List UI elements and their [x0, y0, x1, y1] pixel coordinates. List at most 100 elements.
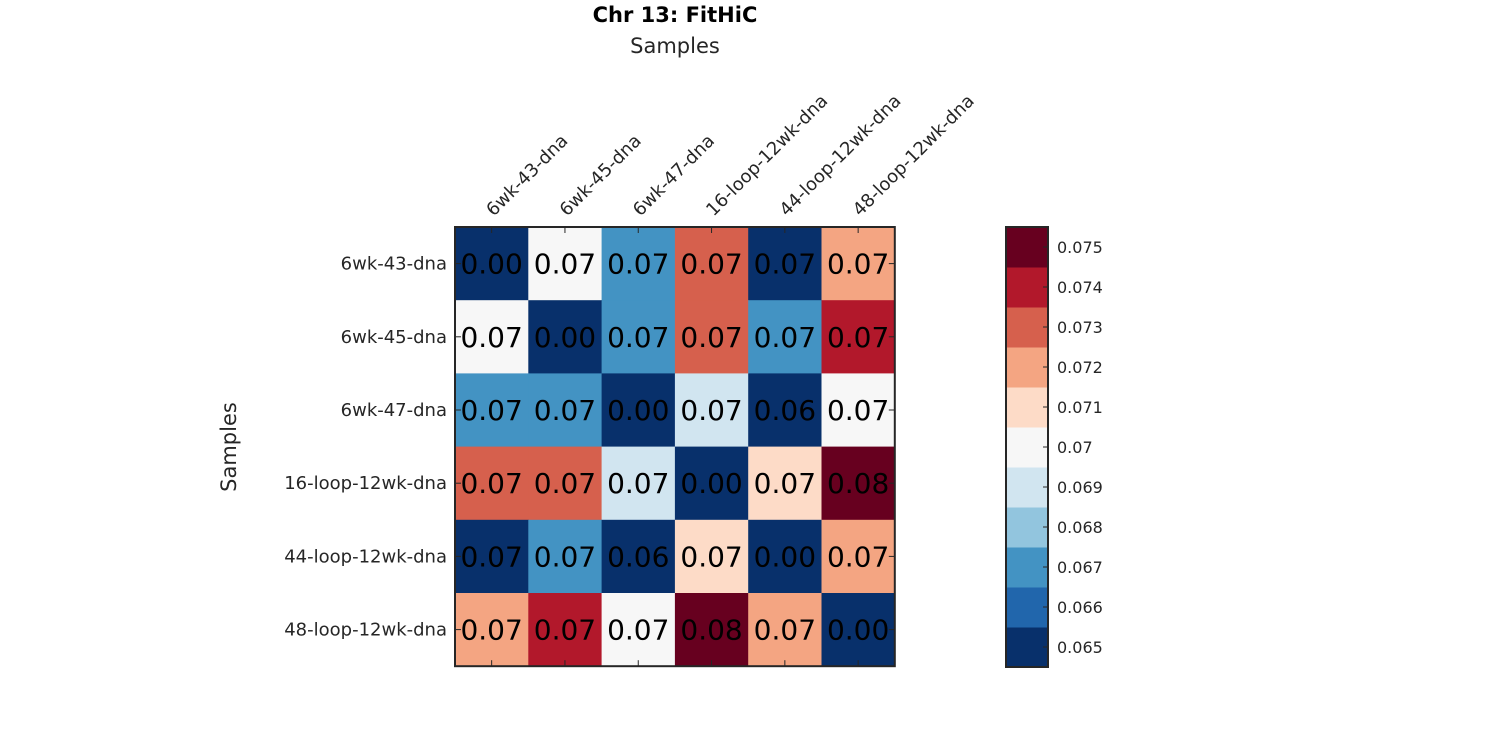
colorbar-tick-label: 0.071	[1057, 398, 1103, 417]
heatmap-cell	[674, 300, 749, 374]
heatmap-cell	[748, 446, 823, 521]
heatmap-cell	[601, 373, 676, 448]
cell-value-label: 0.06	[607, 540, 669, 573]
heatmap-cell	[748, 227, 823, 301]
colorbar-tick-label: 0.072	[1057, 358, 1103, 377]
heatmap-cell	[821, 300, 896, 374]
colorbar-tick-label: 0.075	[1057, 238, 1103, 257]
heatmap-cell	[821, 446, 896, 521]
cell-value-label: 0.07	[460, 614, 522, 647]
y-tick-label: 6wk-47-dna	[341, 400, 447, 421]
heatmap-cell	[455, 446, 529, 521]
colorbar-tick-label: 0.067	[1057, 558, 1103, 577]
colorbar-tick-label: 0.073	[1057, 318, 1103, 337]
cell-value-label: 0.07	[607, 248, 669, 281]
y-tick-label: 6wk-43-dna	[341, 254, 447, 275]
heatmap-cell	[821, 227, 896, 301]
colorbar-segment	[1006, 467, 1048, 508]
cell-value-label: 0.06	[754, 394, 816, 427]
cell-value-label: 0.07	[680, 321, 742, 354]
x-tick-label: 48-loop-12wk-dna	[849, 91, 979, 221]
heatmap-cell	[748, 373, 823, 448]
colorbar-tick-label: 0.069	[1057, 478, 1103, 497]
heatmap-cell	[528, 446, 603, 521]
heatmap-cell	[455, 227, 529, 301]
cell-value-label: 0.08	[680, 614, 742, 647]
colorbar-tick-label: 0.068	[1057, 518, 1103, 537]
y-tick-label: 16-loop-12wk-dna	[284, 473, 447, 494]
heatmap-cell	[455, 593, 529, 667]
y-tick-label: 44-loop-12wk-dna	[284, 546, 447, 567]
cell-value-label: 0.00	[460, 248, 522, 281]
heatmap-cell	[601, 300, 676, 374]
plot-frame	[454, 226, 896, 668]
cell-value-label: 0.07	[460, 540, 522, 573]
cell-value-label: 0.07	[607, 321, 669, 354]
heatmap-cell	[821, 373, 896, 448]
colorbar-segment	[1006, 427, 1048, 468]
heatmap-cell	[748, 593, 823, 667]
heatmap-cell	[455, 373, 529, 448]
y-tick-labels: 6wk-43-dna 6wk-45-dna 6wk-47-dna 16-loop-12…	[284, 254, 447, 641]
cell-value-label: 0.07	[827, 540, 889, 573]
heatmap-cell	[601, 446, 676, 521]
heatmap-cell	[674, 593, 749, 667]
heatmap-cell	[528, 373, 603, 448]
heatmap-cell	[601, 227, 676, 301]
cell-value-label: 0.07	[534, 467, 596, 500]
colorbar-segment	[1006, 547, 1048, 588]
heatmap-cell	[674, 373, 749, 448]
colorbar-segment	[1006, 227, 1048, 268]
cell-value-label: 0.07	[827, 321, 889, 354]
colorbar-segment	[1006, 507, 1048, 548]
cell-value-label: 0.07	[680, 248, 742, 281]
heatmap-cells	[455, 227, 896, 667]
heatmap-cell	[528, 300, 603, 374]
colorbar-segment	[1006, 347, 1048, 388]
cell-value-label: 0.07	[607, 614, 669, 647]
cell-value-label: 0.07	[680, 540, 742, 573]
cell-value-label: 0.07	[680, 394, 742, 427]
heatmap-cell-labels: 0.00 0.07 0.07 0.07 0.07 0.07 0.07 0.00 0.07 0.07…	[460, 248, 889, 647]
heatmap-cell	[601, 519, 676, 594]
x-tick-labels: 6wk-43-dna6wk-45-dna6wk-47-dna16-loop-12…	[482, 91, 978, 221]
cell-value-label: 0.07	[827, 248, 889, 281]
heatmap-cell	[821, 519, 896, 594]
heatmap-cell	[528, 593, 603, 667]
cell-value-label: 0.07	[754, 248, 816, 281]
heatmap-cell	[748, 519, 823, 594]
cell-value-label: 0.07	[534, 540, 596, 573]
heatmap-cell	[528, 519, 603, 594]
heatmap-cell	[748, 300, 823, 374]
heatmap-cell	[455, 519, 529, 594]
x-axis-label: Samples	[630, 34, 720, 58]
colorbar-tick-label: 0.066	[1057, 598, 1103, 617]
colorbar-tick-label: 0.07	[1057, 438, 1093, 457]
heatmap-cell	[674, 227, 749, 301]
heatmap-cell	[601, 593, 676, 667]
colorbar-tick-label: 0.065	[1057, 638, 1103, 657]
cell-value-label: 0.07	[827, 394, 889, 427]
cell-value-label: 0.07	[534, 248, 596, 281]
cell-value-label: 0.07	[460, 467, 522, 500]
heatmap-cell	[455, 300, 529, 374]
heatmap-cell	[674, 519, 749, 594]
cell-value-label: 0.00	[607, 394, 669, 427]
colorbar: 0.065 0.066 0.067 0.068 0.069 0.07 0.071 0.072 0…	[1005, 226, 1103, 668]
cell-value-label: 0.07	[754, 321, 816, 354]
y-axis-label: Samples	[217, 402, 241, 492]
y-tick-label: 6wk-45-dna	[341, 327, 447, 348]
colorbar-tick-label: 0.074	[1057, 278, 1103, 297]
cell-value-label: 0.00	[754, 540, 816, 573]
chart-title: Chr 13: FitHiC	[593, 3, 758, 27]
colorbar-segment	[1006, 587, 1048, 628]
cell-value-label: 0.00	[827, 614, 889, 647]
colorbar-segment	[1006, 387, 1048, 428]
heatmap-cell	[821, 593, 896, 667]
cell-value-label: 0.00	[680, 467, 742, 500]
cell-value-label: 0.00	[534, 321, 596, 354]
heatmap-cell	[674, 446, 749, 521]
cell-value-label: 0.07	[754, 467, 816, 500]
